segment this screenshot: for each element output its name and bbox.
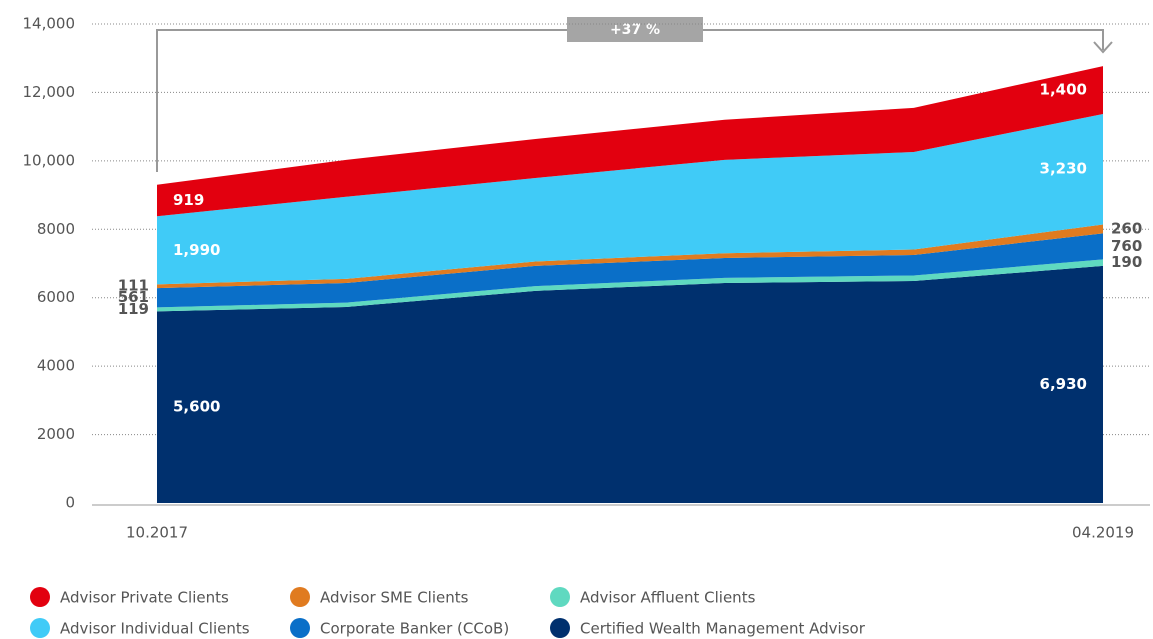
value-label: 919: [173, 191, 204, 209]
legend-label: Advisor Affluent Clients: [580, 589, 756, 607]
annotation: +37 %: [610, 22, 660, 38]
legend-swatch: [290, 587, 310, 607]
y-tick-label: 8000: [37, 220, 75, 238]
area: [157, 259, 1103, 312]
legend-label: Certified Wealth Management Advisor: [580, 620, 866, 638]
x-tick-label: 10.2017: [126, 524, 188, 542]
value-label: 6,930: [1040, 375, 1087, 393]
legend-label: Corporate Banker (CCoB): [320, 620, 509, 638]
value-label: 561: [118, 288, 149, 306]
area: [157, 265, 1103, 503]
annotation-box: [567, 17, 703, 42]
y-tick-label: 12,000: [23, 83, 76, 101]
value-label: 760: [1111, 237, 1142, 255]
y-tick-label: 4000: [37, 357, 75, 375]
area: [157, 233, 1103, 308]
legend-label: Advisor Individual Clients: [60, 620, 250, 638]
y-tick-label: 10,000: [23, 151, 76, 169]
y-tick-label: 2000: [37, 425, 75, 443]
area: [157, 66, 1103, 217]
y-tick-label: 0: [65, 494, 75, 512]
bracket-arrow: [1093, 41, 1113, 54]
legend-swatch: [30, 587, 50, 607]
area: [157, 113, 1103, 285]
value-label: 3,230: [1040, 160, 1087, 178]
legend-label: Advisor SME Clients: [320, 589, 469, 607]
y-tick-label: 14,000: [23, 15, 76, 33]
legend-swatch: [550, 587, 570, 607]
legend-swatch: [30, 618, 50, 638]
legend-swatch: [550, 618, 570, 638]
legend-swatch: [290, 618, 310, 638]
area: [157, 224, 1103, 289]
value-label: 111: [118, 277, 149, 295]
value-label: 119: [118, 300, 149, 318]
value-label: 260: [1111, 219, 1142, 237]
value-label: 1,400: [1040, 81, 1087, 99]
y-tick-label: 6000: [37, 288, 75, 306]
value-label: 1,990: [173, 241, 220, 259]
legend-label: Advisor Private Clients: [60, 589, 229, 607]
value-label: 5,600: [173, 398, 220, 416]
value-label: 190: [1111, 253, 1142, 271]
x-tick-label: 04.2019: [1072, 524, 1134, 542]
